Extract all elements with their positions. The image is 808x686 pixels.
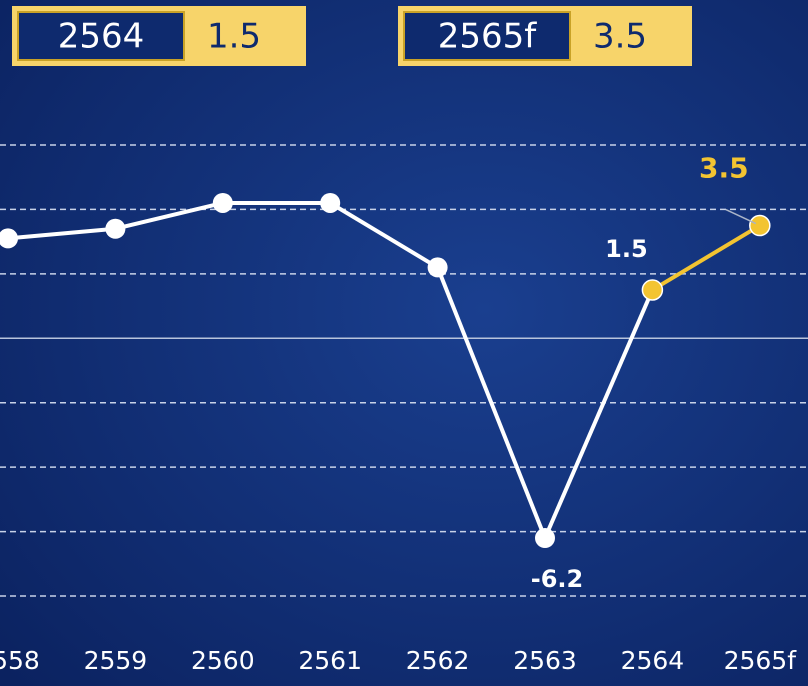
data-point — [535, 528, 555, 549]
line-segment — [329, 201, 439, 270]
data-point — [212, 192, 233, 213]
x-tick-label: 2563 — [513, 646, 577, 675]
leader-line — [725, 208, 757, 225]
data-point — [0, 228, 18, 249]
box-value: 3.5 — [593, 17, 647, 57]
data-label: 1.5 — [605, 235, 648, 263]
box-year: 2565f — [438, 17, 538, 57]
data-point — [320, 192, 341, 213]
line-segment — [7, 226, 116, 241]
box-year-bg — [17, 11, 185, 61]
box-value: 1.5 — [207, 17, 261, 57]
x-tick-label: 2558 — [0, 646, 40, 675]
x-tick-label: 2564 — [621, 646, 685, 675]
x-tick-label: 2562 — [406, 646, 470, 675]
box-year-bg — [403, 11, 571, 61]
plot: 2558 2559 2560 2561 2562 2563 2564 2565f -6.2 1.5… — [0, 144, 808, 675]
x-tick-label: 2559 — [84, 646, 148, 675]
x-tick-label: 2561 — [298, 646, 362, 675]
line-segment — [651, 223, 761, 292]
data-point — [749, 214, 771, 237]
x-tick-label: 2565f — [724, 646, 798, 675]
line-segment — [114, 201, 224, 231]
data-label: -6.2 — [531, 565, 583, 593]
box-year: 2564 — [58, 17, 145, 57]
line-segment — [543, 289, 655, 539]
data-label: 3.5 — [699, 152, 749, 185]
line-segment — [435, 266, 547, 539]
data-point — [641, 279, 664, 301]
x-tick-label: 2560 — [191, 646, 255, 675]
summary-boxes: 2564 1.5 2565f 3.5 — [12, 6, 692, 66]
data-point — [105, 218, 126, 239]
data-point — [427, 257, 448, 278]
